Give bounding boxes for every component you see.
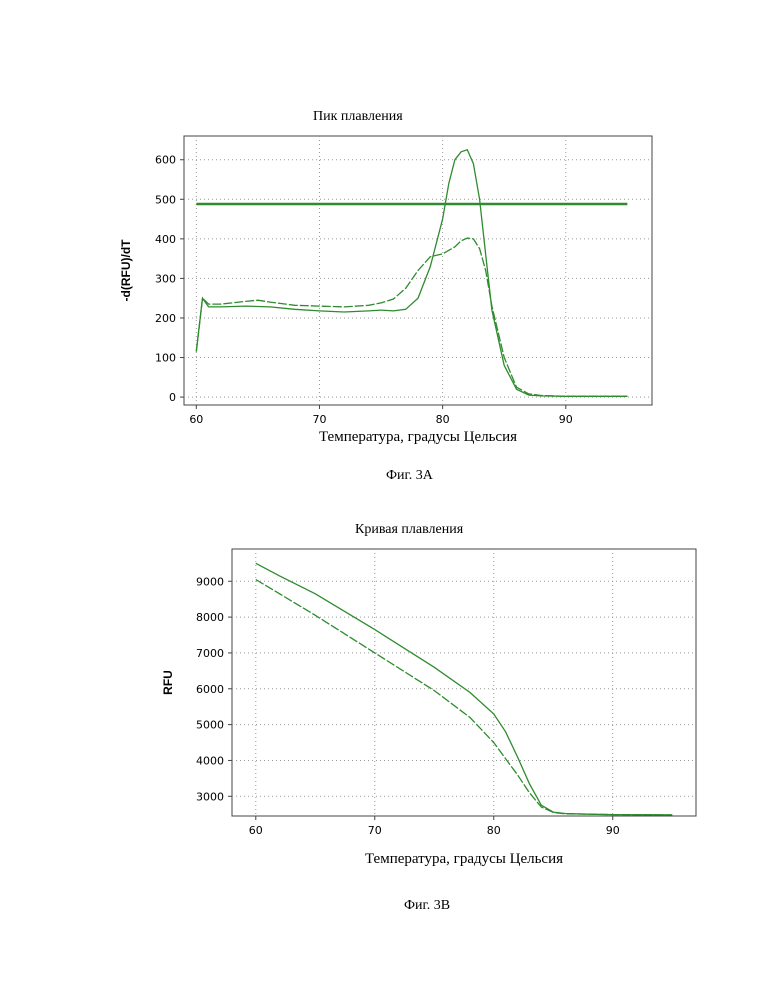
y-tick-label: 7000 xyxy=(196,647,224,660)
figure-caption-b: Фиг. 3В xyxy=(404,898,450,914)
x-tick-label: 70 xyxy=(368,824,382,837)
plot-frame xyxy=(232,549,696,816)
melting-curve-chart: 60 70 80 90 3000 4000 5000 6000 7000 8000 9000 Темп… xyxy=(0,0,780,880)
y-tick-label: 9000 xyxy=(196,575,224,588)
y-axis-label: RFU xyxy=(161,670,175,695)
x-tick-label: 90 xyxy=(606,824,620,837)
y-tick-label: 6000 xyxy=(196,683,224,696)
y-tick-label: 3000 xyxy=(196,790,224,803)
x-axis-label: Температура, градусы Цельсия xyxy=(365,851,563,867)
y-tick-label: 5000 xyxy=(196,719,224,732)
y-tick-label: 8000 xyxy=(196,611,224,624)
x-tick-label: 60 xyxy=(249,824,263,837)
y-tick-label: 4000 xyxy=(196,754,224,767)
x-tick-label: 80 xyxy=(487,824,501,837)
